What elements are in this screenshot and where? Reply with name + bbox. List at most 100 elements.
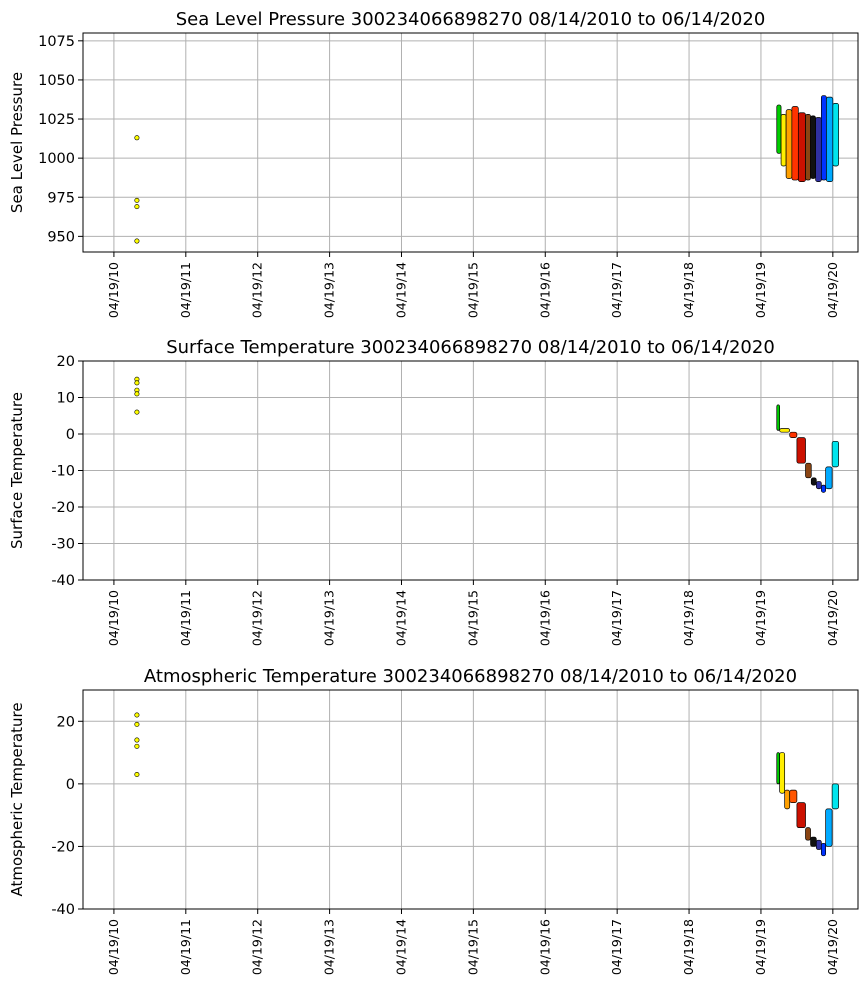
y-tick-label: 0 (66, 427, 75, 443)
chart-title: Surface Temperature 300234066898270 08/1… (166, 337, 775, 358)
y-tick-label: 1025 (38, 112, 75, 128)
plot-frame (82, 689, 859, 910)
y-tick-label: -20 (51, 839, 75, 855)
track-segment (796, 437, 806, 464)
track-segment (779, 428, 791, 433)
track-segment (831, 783, 839, 810)
y-axis-label: Atmospheric Temperature (8, 702, 26, 896)
x-tick-label: 04/19/19 (753, 919, 768, 975)
y-tick-label: 20 (57, 714, 75, 730)
chart-panel-2: -40 -30 -20 -10 0 10 20 04/19/10 04/19/11 04/19/1… (8, 337, 859, 646)
track-segment (815, 481, 822, 490)
y-tick-label: -20 (51, 500, 75, 516)
y-tick-label: 0 (66, 777, 75, 793)
x-tick-label: 04/19/20 (825, 590, 840, 646)
track-segment (831, 440, 839, 468)
y-tick-label: -10 (51, 464, 75, 480)
x-tick-label: 04/19/19 (753, 262, 768, 318)
x-tick-label: 04/19/14 (393, 590, 408, 646)
track-segment (810, 477, 817, 486)
chart-title: Sea Level Pressure 300234066898270 08/14… (176, 9, 766, 30)
track-segment (776, 752, 780, 785)
y-tick-label: 950 (47, 229, 75, 245)
early-data-point (134, 771, 140, 777)
track-segment (826, 96, 834, 182)
x-tick-label: 04/19/12 (250, 919, 265, 975)
x-tick-label: 04/19/18 (681, 919, 696, 975)
x-tick-label: 04/19/11 (178, 919, 193, 975)
x-tick-label: 04/19/16 (537, 262, 552, 318)
early-data-point (134, 135, 140, 141)
y-tick-label: 1050 (38, 73, 75, 89)
x-tick-label: 04/19/13 (322, 919, 337, 975)
x-tick-label: 04/19/12 (250, 590, 265, 646)
track-segment (785, 109, 793, 179)
track-segment (791, 106, 799, 181)
track-segment (789, 789, 798, 803)
y-tick-label: -40 (51, 573, 75, 589)
track-segment (776, 404, 780, 431)
y-tick-label: 20 (57, 354, 75, 370)
early-data-point (134, 238, 140, 244)
track-segment (805, 827, 811, 841)
track-segment (825, 808, 833, 847)
early-data-point (134, 712, 140, 718)
y-tick-label: 10 (57, 391, 75, 407)
track-segment (779, 752, 786, 794)
x-tick-label: 04/19/11 (178, 262, 193, 318)
x-tick-label: 04/19/13 (322, 590, 337, 646)
x-tick-label: 04/19/11 (178, 590, 193, 646)
y-tick-label: 1000 (38, 151, 75, 167)
y-tick-label: -40 (51, 902, 75, 918)
x-tick-label: 04/19/15 (465, 919, 480, 975)
x-tick-label: 04/19/19 (753, 590, 768, 646)
track-segment (797, 112, 806, 182)
x-tick-label: 04/19/20 (825, 919, 840, 975)
y-tick-label: 975 (47, 190, 75, 206)
x-tick-label: 04/19/10 (106, 919, 121, 975)
x-tick-label: 04/19/20 (825, 262, 840, 318)
x-tick-label: 04/19/10 (106, 590, 121, 646)
early-data-point (134, 743, 140, 749)
early-data-point (134, 737, 140, 743)
track-segment (796, 802, 806, 829)
plot-frame (82, 32, 859, 253)
track-segment (784, 789, 791, 810)
track-segment (832, 103, 839, 167)
track-segment (776, 104, 782, 154)
early-data-point (134, 391, 140, 397)
track-segment (825, 466, 833, 490)
chart-title: Atmospheric Temperature 300234066898270 … (144, 666, 797, 687)
x-tick-label: 04/19/18 (681, 590, 696, 646)
track-segment (810, 836, 817, 847)
early-data-point (134, 409, 140, 415)
track-segment (820, 842, 826, 857)
x-tick-label: 04/19/17 (609, 590, 624, 646)
track-segment (815, 117, 822, 182)
chart-panel-3: -40 -20 0 20 04/19/10 04/19/11 04/19/12 04/19/1… (8, 666, 859, 975)
early-data-point (134, 721, 140, 727)
track-segment (815, 839, 822, 850)
x-tick-label: 04/19/10 (106, 262, 121, 318)
x-tick-label: 04/19/17 (609, 919, 624, 975)
y-tick-label: 1075 (38, 34, 75, 50)
x-tick-label: 04/19/15 (465, 590, 480, 646)
track-segment (810, 115, 816, 179)
track-segment (789, 431, 798, 438)
track-segment (820, 484, 826, 493)
chart-panel-1: 950 975 1000 1025 1050 1075 04/19/10 04/19/11 04… (8, 9, 859, 318)
early-data-point (134, 204, 140, 210)
track-segment (820, 95, 827, 181)
early-data-point (134, 380, 140, 386)
x-tick-label: 04/19/14 (393, 262, 408, 318)
track-segment (805, 113, 811, 181)
x-tick-label: 04/19/12 (250, 262, 265, 318)
x-tick-label: 04/19/14 (393, 919, 408, 975)
track-segment (805, 462, 812, 479)
x-tick-label: 04/19/17 (609, 262, 624, 318)
track-segment (780, 113, 787, 167)
x-tick-label: 04/19/18 (681, 262, 696, 318)
y-axis-label: Surface Temperature (8, 392, 26, 549)
x-tick-label: 04/19/16 (537, 590, 552, 646)
